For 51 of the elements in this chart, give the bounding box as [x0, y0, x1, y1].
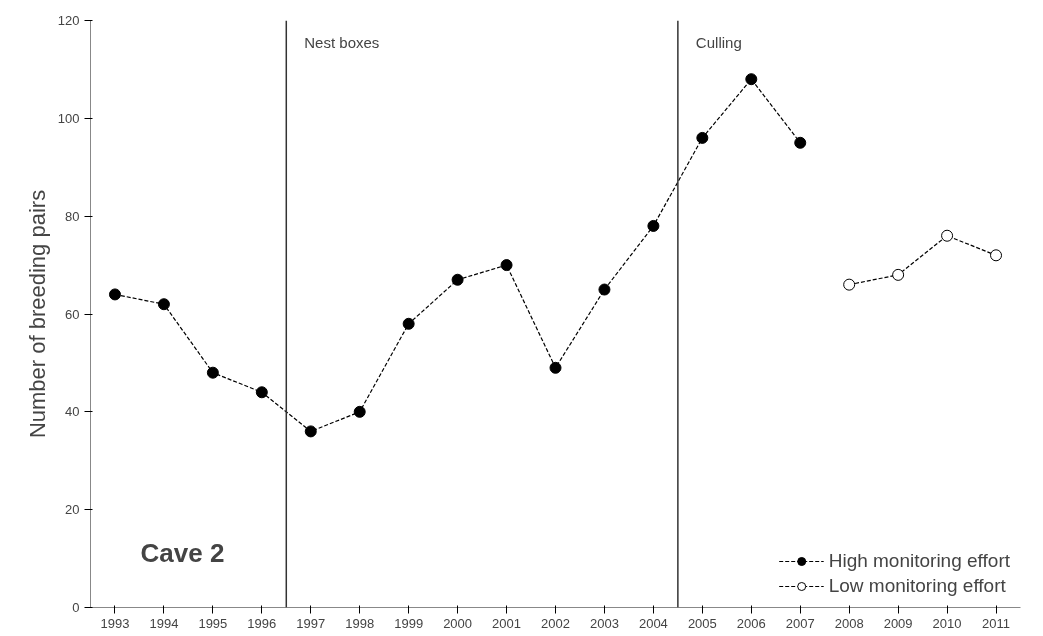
legend-label: Low monitoring effort — [828, 575, 1006, 597]
y-axis-title: Number of breeding pairs — [24, 189, 50, 439]
x-tick-label: 2000 — [443, 615, 473, 631]
x-tick-label: 1993 — [100, 615, 130, 631]
point — [598, 283, 611, 296]
y-tick-label: 80 — [65, 208, 80, 224]
y-tick-label: 100 — [57, 110, 80, 126]
x-tick-label: 2004 — [638, 615, 668, 631]
x-tick-label: 2007 — [785, 615, 815, 631]
x-tick-label: 2010 — [932, 615, 962, 631]
x-tick-label: 1994 — [149, 615, 179, 631]
x-tick-label: 1997 — [296, 615, 326, 631]
point — [647, 219, 660, 232]
y-tick-label: 60 — [65, 306, 80, 322]
point — [549, 361, 562, 374]
y-tick-label: 0 — [72, 600, 80, 615]
point — [353, 405, 366, 418]
ref-line-label: Culling — [695, 33, 742, 51]
legend-label: High monitoring effort — [828, 550, 1010, 572]
point — [696, 131, 709, 144]
y-tick-label: 40 — [65, 404, 80, 420]
x-tick-label: 2006 — [736, 615, 766, 631]
point — [794, 136, 807, 149]
y-tick-label: 20 — [65, 502, 80, 518]
point — [941, 229, 954, 242]
x-tick-label: 2009 — [883, 615, 913, 631]
x-tick-label: 2008 — [834, 615, 864, 631]
x-tick-label: 2005 — [687, 615, 717, 631]
point — [206, 366, 219, 379]
x-tick-label: 1995 — [198, 615, 228, 631]
point — [892, 268, 905, 281]
point — [255, 386, 268, 399]
point — [108, 288, 121, 301]
x-tick-label: 2002 — [541, 615, 570, 631]
ref-line-label: Nest boxes — [304, 33, 380, 51]
x-tick-label: 2003 — [589, 615, 619, 631]
point — [402, 317, 415, 330]
point — [990, 249, 1003, 262]
point — [451, 273, 464, 286]
x-tick-label: 1996 — [247, 615, 277, 631]
point — [304, 425, 317, 438]
x-tick-label: 2001 — [492, 615, 522, 631]
y-tick-label: 120 — [57, 13, 80, 28]
point — [843, 278, 856, 291]
point — [157, 298, 170, 311]
annotation: Cave 2 — [140, 537, 225, 568]
point — [745, 73, 758, 86]
point — [500, 259, 513, 272]
x-tick-label: 2011 — [982, 615, 1011, 631]
x-tick-label: 1999 — [394, 615, 424, 631]
x-tick-label: 1998 — [345, 615, 375, 631]
